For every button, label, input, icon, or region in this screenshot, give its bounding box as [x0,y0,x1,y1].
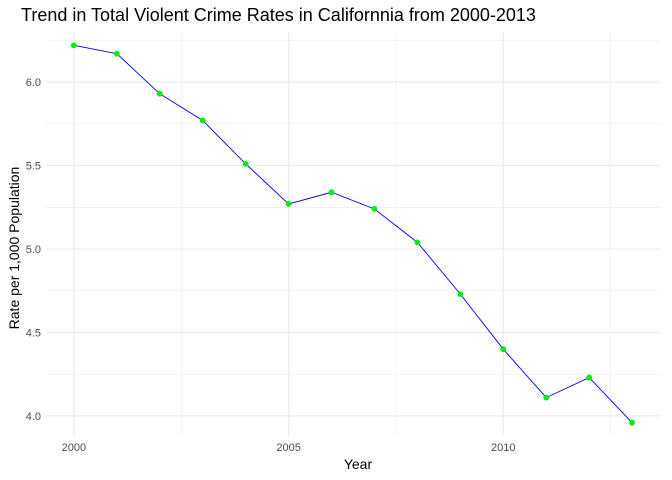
data-point [156,90,163,97]
data-point [500,346,507,353]
data-point [371,206,378,212]
data-point [242,160,249,167]
data-point [199,117,206,124]
y-tick-label: 4.5 [26,327,41,339]
y-tick-label: 4.0 [26,411,41,423]
y-tick-label: 5.5 [26,161,41,173]
data-point [328,189,335,196]
data-point [113,50,120,57]
x-axis-ticks: 2000 2005 2010 [62,442,516,454]
y-axis-ticks: 4.0 4.5 5.0 5.5 6.0 [26,77,41,423]
series-line-group [73,44,633,423]
data-points [71,42,635,426]
major-gridlines [46,32,660,436]
data-point [586,374,593,381]
y-axis-title: Rate per 1,000 Population [6,167,22,330]
data-point [71,42,77,49]
x-axis-title: Year [344,456,373,472]
chart-title: Trend in Total Violent Crime Rates in Ca… [21,5,536,25]
data-point [414,239,421,246]
x-tick-label: 2005 [276,442,300,454]
x-tick-label: 2010 [491,442,515,454]
y-tick-label: 5.0 [26,244,41,256]
data-point [285,201,292,207]
data-point [457,291,464,297]
data-point [543,394,550,401]
series-line [73,44,633,423]
x-tick-label: 2000 [62,442,86,454]
minor-gridlines [46,32,660,436]
y-tick-label: 6.0 [26,77,41,89]
data-point [629,419,635,426]
